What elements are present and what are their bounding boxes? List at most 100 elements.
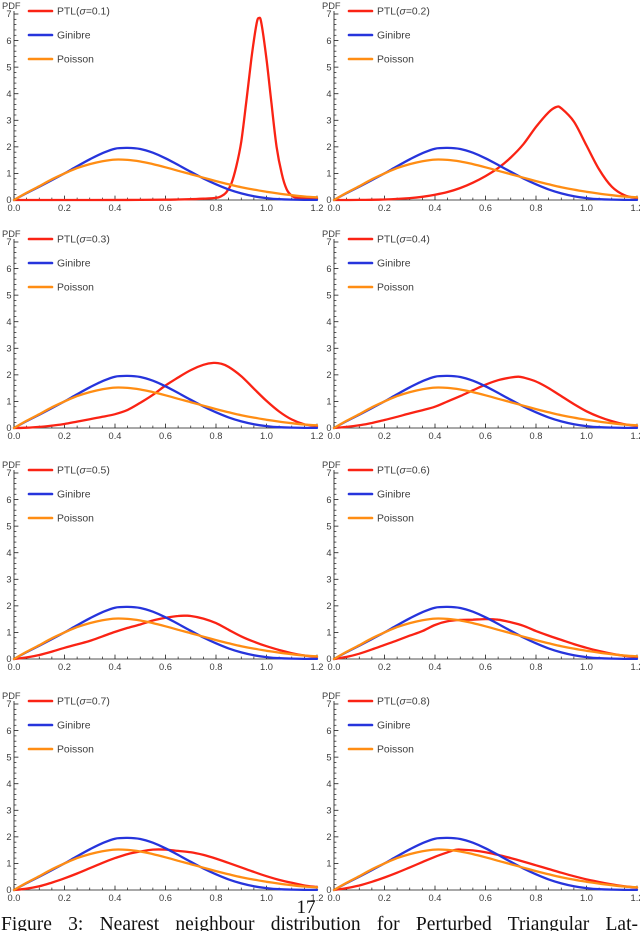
legend-entry-ptl: PTL(σ=0.6) [347,466,430,477]
y-tick-label: 7 [6,237,11,247]
y-tick-label: 3 [326,115,331,125]
y-tick-label: 6 [326,36,331,46]
subplot-ptl-sigma-0.2: 0 1 2 3 4 5 6 7 0.0 0.2 0.4 0.6 0.8 1.0 1.2 PDF PTL(σ=0.… [320,0,640,215]
y-tick-label: 1 [6,169,11,179]
y-tick-label: 1 [6,859,11,869]
legend-label: Poisson [57,283,94,294]
subplot-ptl-sigma-0.8: 0 1 2 3 4 5 6 7 0.0 0.2 0.4 0.6 0.8 1.0 1.2 PDF PTL(σ=0.… [320,690,640,905]
y-tick-label: 2 [326,142,331,152]
x-tick-label: 1.0 [260,893,273,903]
x-tick-label: 0.2 [378,662,391,672]
y-tick-label: 1 [326,397,331,407]
y-tick-label: 2 [6,142,11,152]
y-tick-label: 0 [6,654,11,664]
y-axis-label-pdf: PDF [2,691,21,701]
legend-entry-ptl: PTL(σ=0.4) [347,235,430,246]
x-tick-label: 1.0 [580,431,593,441]
y-axis-label-pdf: PDF [322,1,341,11]
legend-label: Ginibre [57,490,91,501]
x-tick-label: 1.0 [260,662,273,672]
ptl-curve [332,848,639,892]
x-tick-label: 0.6 [479,431,492,441]
y-tick-label: 7 [326,699,331,709]
y-tick-label: 5 [326,521,331,531]
y-tick-label: 5 [6,290,11,300]
y-tick-label: 6 [6,264,11,274]
y-tick-label: 5 [326,62,331,72]
plot-canvas: 0 1 2 3 4 5 6 7 0.0 0.2 0.4 0.6 0.8 1.0 1.2 PDF PTL(σ=0.… [322,691,640,903]
legend-entry-ginibre: Ginibre [347,31,411,42]
legend-entry-poisson: Poisson [27,55,94,66]
x-tick-label: 0.0 [328,893,341,903]
x-tick-label: 1.2 [631,431,640,441]
ptl-curve [332,105,639,202]
y-tick-label: 4 [326,779,331,789]
y-tick-label: 3 [326,574,331,584]
legend-label: Poisson [377,745,414,756]
x-tick-label: 0.6 [159,893,172,903]
page-number: 17 [296,897,316,918]
plot-canvas: 0 1 2 3 4 5 6 7 0.0 0.2 0.4 0.6 0.8 1.0 1.2 PDF PTL(σ=0.… [2,229,323,441]
y-tick-label: 6 [6,726,11,736]
x-tick-label: 1.2 [631,662,640,672]
legend-entry-poisson: Poisson [347,745,414,756]
y-tick-label: 4 [326,89,331,99]
legend-entry-ptl: PTL(σ=0.1) [27,7,110,18]
subplot-ptl-sigma-0.3: 0 1 2 3 4 5 6 7 0.0 0.2 0.4 0.6 0.8 1.0 1.2 PDF PTL(σ=0.… [0,228,323,443]
y-tick-label: 5 [6,752,11,762]
y-tick-label: 7 [326,468,331,478]
x-tick-label: 0.4 [429,431,442,441]
legend-label: PTL(σ=0.8) [377,697,430,708]
y-tick-label: 5 [6,521,11,531]
x-tick-label: 0.8 [210,203,223,213]
y-tick-label: 7 [326,237,331,247]
y-axis-label-pdf: PDF [2,460,21,470]
x-tick-label: 0.4 [429,662,442,672]
legend-label: PTL(σ=0.4) [377,235,430,246]
legend-label: Ginibre [377,31,411,42]
legend-label: Poisson [57,55,94,66]
plot-canvas: 0 1 2 3 4 5 6 7 0.0 0.2 0.4 0.6 0.8 1.0 1.2 PDF PTL(σ=0.… [2,460,323,672]
x-tick-label: 0.6 [159,431,172,441]
legend-label: Ginibre [377,721,411,732]
subplot-ptl-sigma-0.6: 0 1 2 3 4 5 6 7 0.0 0.2 0.4 0.6 0.8 1.0 1.2 PDF PTL(σ=0.… [320,459,640,674]
legend-label: PTL(σ=0.3) [57,235,110,246]
x-tick-label: 0.6 [479,203,492,213]
x-tick-label: 0.4 [429,203,442,213]
y-tick-label: 3 [326,805,331,815]
y-tick-label: 0 [6,423,11,433]
poisson-curve [12,386,319,430]
x-tick-label: 0.2 [58,662,71,672]
y-tick-label: 4 [6,548,11,558]
legend-entry-poisson: Poisson [27,514,94,525]
legend-label: PTL(σ=0.7) [57,697,110,708]
ptl-curve [332,617,639,661]
subplot-ptl-sigma-0.5: 0 1 2 3 4 5 6 7 0.0 0.2 0.4 0.6 0.8 1.0 1.2 PDF PTL(σ=0.… [0,459,323,674]
legend-entry-ptl: PTL(σ=0.7) [27,697,110,708]
plot-canvas: 0 1 2 3 4 5 6 7 0.0 0.2 0.4 0.6 0.8 1.0 1.2 PDF PTL(σ=0.… [322,460,640,672]
plot-canvas: 0 1 2 3 4 5 6 7 0.0 0.2 0.4 0.6 0.8 1.0 1.2 PDF PTL(σ=0.… [2,691,323,903]
y-tick-label: 2 [6,601,11,611]
y-tick-label: 2 [326,832,331,842]
legend-entry-ginibre: Ginibre [347,259,411,270]
x-tick-label: 1.2 [631,203,640,213]
y-tick-label: 6 [6,36,11,46]
poisson-curve [12,848,319,892]
y-tick-label: 0 [6,195,11,205]
x-tick-label: 0.4 [109,431,122,441]
subplot-ptl-sigma-0.7: 0 1 2 3 4 5 6 7 0.0 0.2 0.4 0.6 0.8 1.0 1.2 PDF PTL(σ=0.… [0,690,323,905]
legend-entry-poisson: Poisson [347,55,414,66]
y-tick-label: 5 [326,752,331,762]
legend-label: Poisson [57,514,94,525]
y-tick-label: 2 [326,601,331,611]
y-tick-label: 2 [6,832,11,842]
y-tick-label: 6 [326,495,331,505]
poisson-curve [332,386,639,430]
y-tick-label: 1 [326,859,331,869]
y-axis-label-pdf: PDF [2,229,21,239]
legend-entry-ginibre: Ginibre [347,490,411,501]
legend-label: PTL(σ=0.6) [377,466,430,477]
x-tick-label: 0.0 [8,203,21,213]
legend-entry-ginibre: Ginibre [347,721,411,732]
y-tick-label: 1 [326,169,331,179]
